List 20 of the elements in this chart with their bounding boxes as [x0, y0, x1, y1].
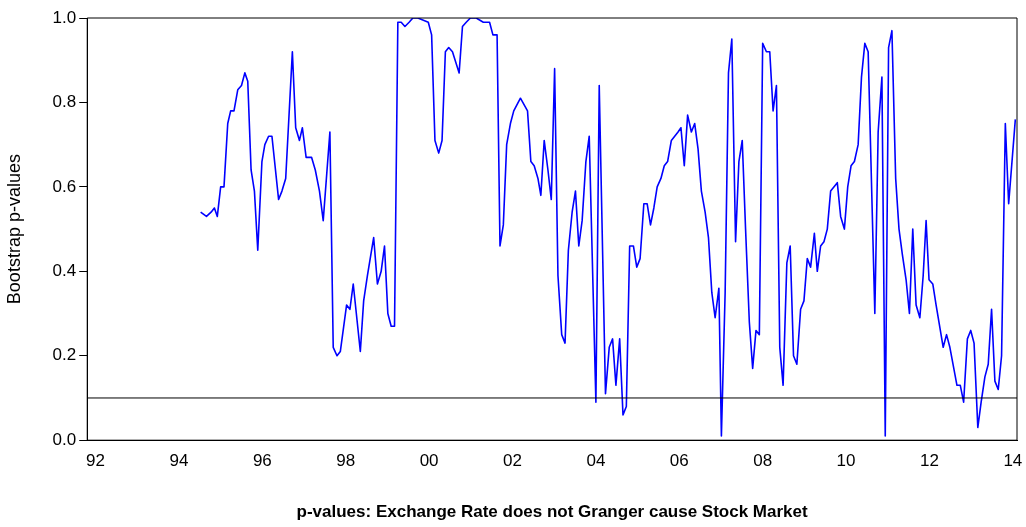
y-tick-label: 0.6 [52, 176, 77, 196]
y-tick-label: 0.8 [52, 92, 77, 112]
x-tick-label: 06 [669, 451, 689, 471]
x-tick-label: 02 [503, 451, 522, 471]
x-tick-label: 98 [336, 451, 356, 471]
y-axis-title: Bootstrap p-values [3, 154, 24, 305]
x-tick-label: 94 [169, 451, 189, 471]
x-tick-label: 00 [419, 451, 439, 471]
y-tick-label: 1.0 [52, 7, 77, 27]
x-tick-label: 14 [1003, 451, 1023, 471]
y-tick-label: 0.0 [52, 429, 77, 449]
x-tick-label: 10 [836, 451, 856, 471]
x-tick-label: 96 [252, 451, 272, 471]
y-tick-label: 0.2 [52, 345, 77, 365]
y-tick-label: 0.4 [52, 261, 77, 281]
x-axis-title: p-values: Exchange Rate does not Granger cause Stock Market [296, 502, 808, 522]
x-tick-label: 12 [919, 451, 939, 471]
x-tick-label: 08 [753, 451, 773, 471]
x-tick-label: 04 [586, 451, 606, 471]
x-tick-label: 92 [86, 451, 106, 471]
